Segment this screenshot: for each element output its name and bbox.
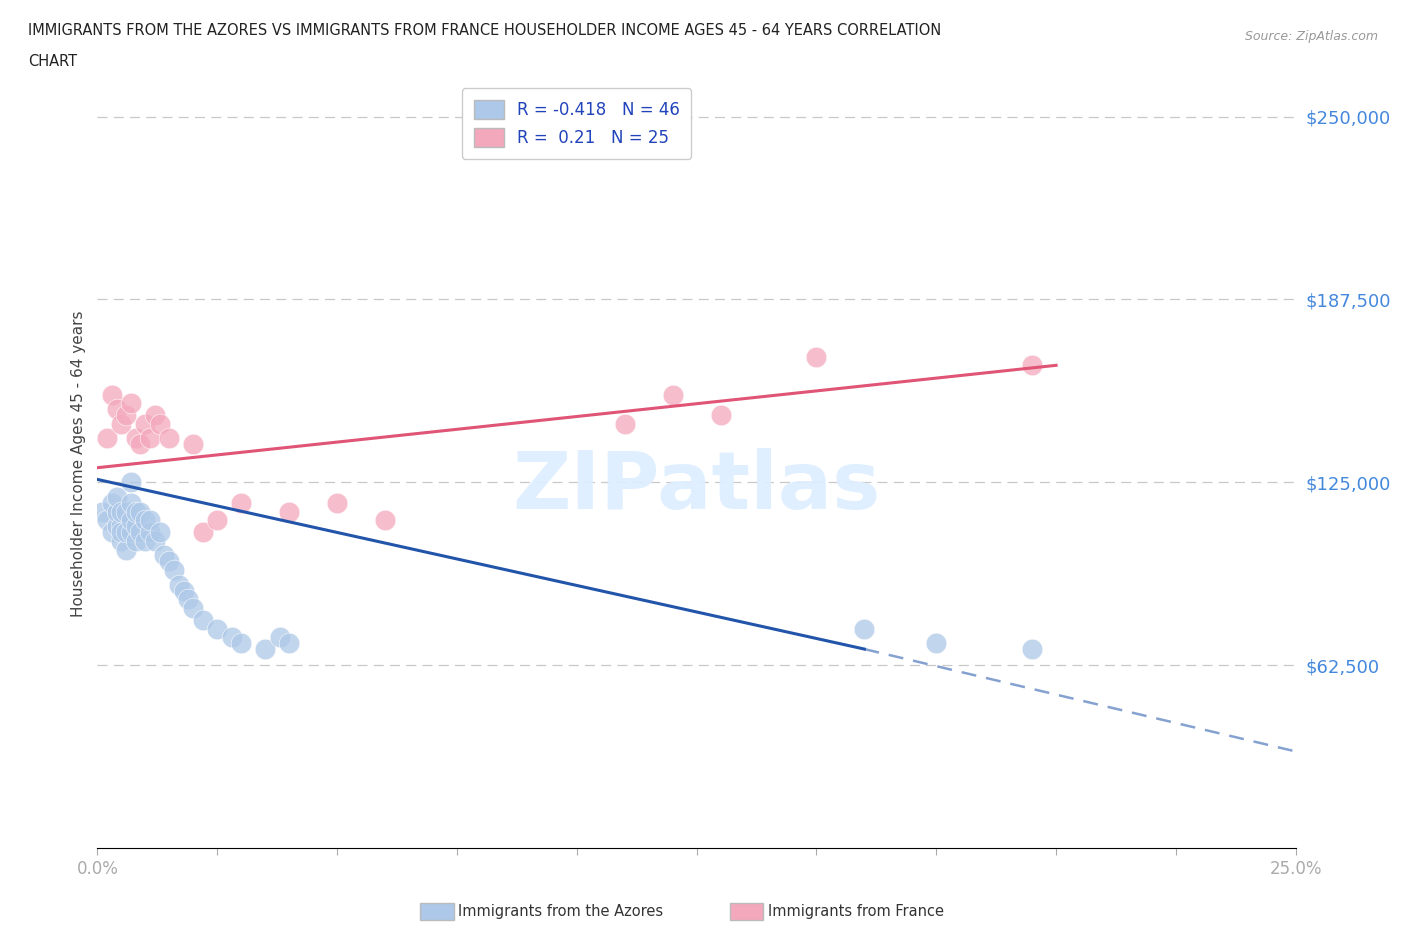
Point [149, 525, 172, 539]
Point [100, 387, 122, 402]
Point [278, 636, 301, 651]
Point [143, 534, 166, 549]
Point [157, 554, 180, 569]
Point [110, 534, 132, 549]
Point [115, 525, 138, 539]
Point [191, 525, 214, 539]
Point [134, 513, 156, 528]
Point [925, 636, 948, 651]
Point [661, 387, 683, 402]
Point [1021, 642, 1043, 657]
Point [157, 431, 180, 445]
Point [129, 525, 152, 539]
Point [134, 417, 156, 432]
Point [120, 475, 142, 490]
Point [205, 621, 228, 636]
Point [173, 583, 195, 598]
Point [153, 548, 176, 563]
Point [254, 642, 277, 657]
Point [96, 513, 118, 528]
Point [1021, 358, 1043, 373]
Point [163, 563, 186, 578]
Point [181, 601, 204, 616]
Point [115, 542, 138, 557]
Point [120, 513, 142, 528]
Point [231, 636, 253, 651]
Point [129, 504, 152, 519]
Text: Immigrants from the Azores: Immigrants from the Azores [458, 904, 664, 919]
Point [125, 534, 148, 549]
Point [120, 496, 142, 511]
Text: Immigrants from France: Immigrants from France [768, 904, 943, 919]
Point [105, 519, 128, 534]
Point [139, 431, 162, 445]
Point [115, 504, 138, 519]
Point [269, 630, 291, 644]
Point [125, 431, 148, 445]
Point [100, 525, 122, 539]
Point [181, 437, 204, 452]
Text: Source: ZipAtlas.com: Source: ZipAtlas.com [1244, 30, 1378, 43]
Point [125, 504, 148, 519]
Point [125, 519, 148, 534]
Point [191, 612, 214, 627]
Point [120, 525, 142, 539]
Point [134, 534, 156, 549]
Point [115, 407, 138, 422]
Point [177, 591, 200, 606]
Point [120, 396, 142, 411]
Point [278, 504, 301, 519]
Point [96, 431, 118, 445]
Point [110, 504, 132, 519]
Point [709, 407, 731, 422]
Point [806, 349, 828, 364]
Point [149, 417, 172, 432]
Y-axis label: Householder Income Ages 45 - 64 years: Householder Income Ages 45 - 64 years [72, 311, 86, 618]
Point [110, 525, 132, 539]
Legend: R = -0.418   N = 46, R =  0.21   N = 25: R = -0.418 N = 46, R = 0.21 N = 25 [463, 88, 692, 159]
Point [105, 504, 128, 519]
Point [374, 513, 396, 528]
Text: ZIPatlas: ZIPatlas [512, 448, 880, 526]
Point [100, 496, 122, 511]
Point [853, 621, 876, 636]
Point [231, 496, 253, 511]
Point [105, 489, 128, 504]
Point [143, 407, 166, 422]
Point [139, 525, 162, 539]
Text: IMMIGRANTS FROM THE AZORES VS IMMIGRANTS FROM FRANCE HOUSEHOLDER INCOME AGES 45 : IMMIGRANTS FROM THE AZORES VS IMMIGRANTS… [28, 23, 942, 38]
Point [105, 402, 128, 417]
Point [205, 513, 228, 528]
Point [326, 496, 349, 511]
Point [167, 578, 190, 592]
Point [139, 513, 162, 528]
Point [613, 417, 636, 432]
Point [221, 630, 243, 644]
Text: CHART: CHART [28, 54, 77, 69]
Point [110, 519, 132, 534]
Point [129, 437, 152, 452]
Point [110, 417, 132, 432]
Point [91, 504, 114, 519]
